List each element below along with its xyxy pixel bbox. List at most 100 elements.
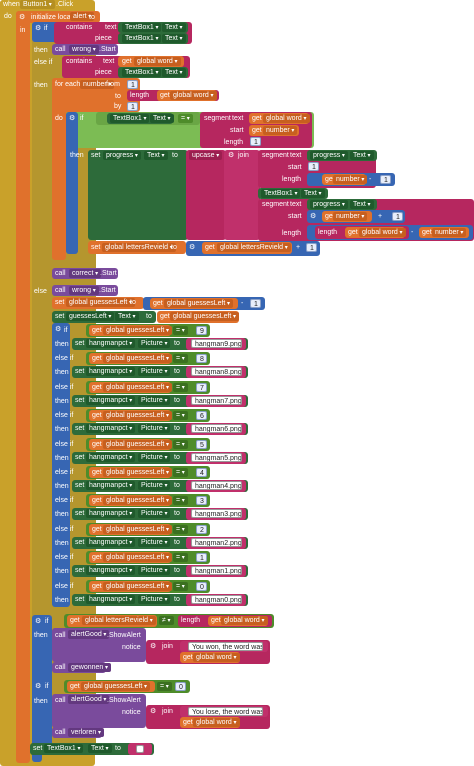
initialize-local-block[interactable] xyxy=(16,11,30,763)
lettersRevield-dropdown-3[interactable]: global lettersRevield xyxy=(82,616,156,625)
plus-gear-icon[interactable]: ⚙ xyxy=(310,213,317,220)
ladder-hangmanpct-dropdown[interactable]: hangmanpct xyxy=(86,339,136,348)
ladder-value[interactable]: 6 xyxy=(196,411,207,420)
eq-operator[interactable]: = xyxy=(178,114,193,123)
gewonnen-dropdown[interactable]: gewonnen xyxy=(68,663,111,672)
global-word-dropdown-6[interactable]: global word xyxy=(193,653,240,662)
ladder-picture-dropdown[interactable]: Picture xyxy=(138,566,171,575)
ladder-eq-operator[interactable]: = xyxy=(173,582,188,591)
ladder-guessesLeft-dropdown[interactable]: global guessesLeft xyxy=(103,468,173,477)
global-word-dropdown-3[interactable]: global word xyxy=(263,114,310,123)
text-prop-dropdown-10[interactable]: Text xyxy=(88,744,112,753)
ladder-guessesLeft-dropdown[interactable]: global guessesLeft xyxy=(103,440,173,449)
number-var[interactable]: number xyxy=(80,80,115,89)
global-word-dropdown-4[interactable]: global word xyxy=(359,228,406,237)
text-prop-dropdown-6[interactable]: Text xyxy=(350,151,374,160)
inner-if-gear-icon[interactable]: ⚙ xyxy=(69,115,76,122)
ladder-png-value[interactable]: hangman8.png xyxy=(191,367,242,376)
ladder-picture-dropdown[interactable]: Picture xyxy=(138,339,171,348)
ladder-picture-dropdown[interactable]: Picture xyxy=(138,396,171,405)
text-prop-dropdown-4[interactable]: Text xyxy=(150,114,174,123)
ladder-eq-operator[interactable]: = xyxy=(173,326,188,335)
upcase-dropdown[interactable]: upcase xyxy=(189,151,223,160)
number-dropdown[interactable]: number xyxy=(263,126,298,135)
minus-value-3[interactable]: 1 xyxy=(250,299,261,308)
ladder-png-value[interactable]: hangman5.png xyxy=(191,453,242,462)
ladder-value[interactable]: 7 xyxy=(196,383,207,392)
set-progress-text[interactable] xyxy=(88,150,188,240)
join-block[interactable] xyxy=(224,150,260,240)
ladder-value[interactable]: 9 xyxy=(196,326,207,335)
progress-dropdown-2[interactable]: progress xyxy=(310,151,348,160)
ladder-eq-operator[interactable]: = xyxy=(173,525,188,534)
ladder-picture-dropdown[interactable]: Picture xyxy=(138,453,171,462)
ladder-hangmanpct-dropdown[interactable]: hangmanpct xyxy=(86,566,136,575)
plus-gear-icon-2[interactable]: ⚙ xyxy=(189,244,196,251)
ladder-picture-dropdown[interactable]: Picture xyxy=(138,367,171,376)
ladder-eq-operator[interactable]: = xyxy=(173,496,188,505)
global-word-dropdown-7[interactable]: global word xyxy=(193,718,240,727)
final-if-gear-icon[interactable]: ⚙ xyxy=(35,618,42,625)
ladder-value[interactable]: 8 xyxy=(196,354,207,363)
ladder-hangmanpct-dropdown[interactable]: hangmanpct xyxy=(86,595,136,604)
ladder-picture-dropdown[interactable]: Picture xyxy=(138,481,171,490)
textbox1-dropdown-2[interactable]: TextBox1 xyxy=(122,34,162,43)
global-word-dropdown-5[interactable]: global word xyxy=(221,616,268,625)
ladder-guessesLeft-dropdown[interactable]: global guessesLeft xyxy=(103,383,173,392)
empty-text-field[interactable] xyxy=(136,745,144,753)
textbox1-dropdown[interactable]: TextBox1 xyxy=(122,23,162,32)
textbox1-dropdown-3[interactable]: TextBox1 xyxy=(122,68,162,77)
inner-if-block[interactable] xyxy=(66,112,78,254)
text-prop-dropdown-2[interactable]: Text xyxy=(162,34,186,43)
global-word-dropdown[interactable]: global word xyxy=(134,57,181,66)
ladder-eq-operator[interactable]: = xyxy=(173,411,188,420)
alert-var-name[interactable]: alert xyxy=(70,12,95,21)
guessesLeft-dropdown-4[interactable]: global guessesLeft xyxy=(81,682,151,691)
text-prop-dropdown-7[interactable]: Text xyxy=(301,189,325,198)
ladder-png-value[interactable]: hangman6.png xyxy=(191,424,242,433)
ladder-if-block[interactable] xyxy=(52,323,70,607)
ladder-png-value[interactable]: hangman0.png xyxy=(191,595,242,604)
ladder-guessesLeft-dropdown[interactable]: global guessesLeft xyxy=(103,354,173,363)
number-dropdown-4[interactable]: number xyxy=(432,228,467,237)
alertGood-dropdown-2[interactable]: alertGood xyxy=(68,695,110,704)
lose-if-gear-icon[interactable]: ⚙ xyxy=(35,683,42,690)
ladder-value[interactable]: 5 xyxy=(196,440,207,449)
ladder-png-value[interactable]: hangman3.png xyxy=(191,509,242,518)
for-each-number-block[interactable] xyxy=(52,78,66,260)
wrong-dropdown[interactable]: wrong xyxy=(69,45,99,54)
textbox1-dropdown-4[interactable]: TextBox1 xyxy=(110,114,150,123)
lettersRevield-dropdown[interactable]: global lettersRevield xyxy=(102,243,176,252)
join-gear-icon-3[interactable]: ⚙ xyxy=(150,708,157,715)
guessesLeft-comp-dropdown[interactable]: guessesLeft xyxy=(66,312,115,321)
zero-value[interactable]: 0 xyxy=(175,682,186,691)
button1-dropdown[interactable]: Button1 xyxy=(20,0,55,9)
text-literal-won[interactable]: You won, the word was: xyxy=(188,642,263,651)
ladder-eq-operator[interactable]: = xyxy=(173,553,188,562)
ladder-value[interactable]: 3 xyxy=(196,496,207,505)
ladder-picture-dropdown[interactable]: Picture xyxy=(138,538,171,547)
progress-dropdown-3[interactable]: progress xyxy=(310,200,348,209)
gear-icon[interactable]: ⚙ xyxy=(19,14,26,21)
minus-value[interactable]: 1 xyxy=(380,175,391,184)
textbox1-dropdown-6[interactable]: TextBox1 xyxy=(44,744,84,753)
text-prop-dropdown-3[interactable]: Text xyxy=(162,68,186,77)
guessesLeft-dropdown-2[interactable]: global guessesLeft xyxy=(164,299,234,308)
alertGood-dropdown[interactable]: alertGood xyxy=(68,630,110,639)
join-gear-icon[interactable]: ⚙ xyxy=(228,152,235,159)
ladder-eq-operator[interactable]: = xyxy=(173,440,188,449)
ladder-eq-operator[interactable]: = xyxy=(173,383,188,392)
plus-value[interactable]: 1 xyxy=(392,212,403,221)
global-word-dropdown-2[interactable]: global word xyxy=(170,91,217,100)
text-literal-lose[interactable]: You lose, the word was: xyxy=(188,707,263,716)
progress-dropdown[interactable]: progress xyxy=(103,151,141,160)
ladder-hangmanpct-dropdown[interactable]: hangmanpct xyxy=(86,453,136,462)
plus-value-2[interactable]: 1 xyxy=(306,243,317,252)
ladder-png-value[interactable]: hangman9.png xyxy=(191,339,242,348)
textbox1-dropdown-5[interactable]: TextBox1 xyxy=(261,189,301,198)
by-value[interactable]: 1 xyxy=(127,102,138,111)
ladder-png-value[interactable]: hangman2.png xyxy=(191,538,242,547)
ladder-guessesLeft-dropdown[interactable]: global guessesLeft xyxy=(103,326,173,335)
eq-operator-2[interactable]: = xyxy=(157,682,172,691)
text-prop-dropdown-5[interactable]: Text xyxy=(144,151,168,160)
